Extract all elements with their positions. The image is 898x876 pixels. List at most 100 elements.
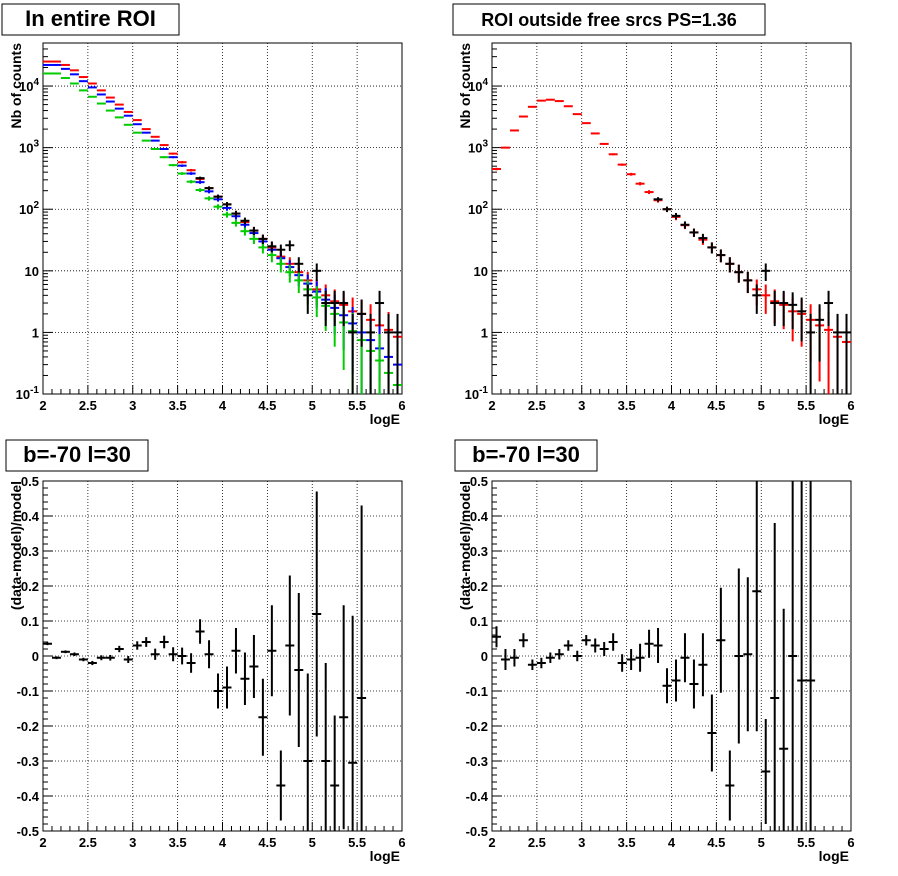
data-point bbox=[114, 107, 124, 110]
data-point bbox=[105, 100, 115, 103]
y-tick-label: 104 bbox=[468, 77, 488, 94]
data-point bbox=[204, 196, 214, 201]
data-point bbox=[761, 284, 771, 314]
data-point bbox=[258, 678, 268, 756]
data-point bbox=[500, 649, 510, 670]
data-point bbox=[105, 96, 115, 99]
data-point bbox=[500, 146, 510, 149]
data-point bbox=[222, 666, 232, 709]
data-point bbox=[680, 221, 690, 229]
data-point bbox=[195, 180, 205, 184]
data-point bbox=[123, 114, 133, 117]
data-point bbox=[788, 481, 798, 831]
data-point bbox=[303, 673, 313, 831]
y-axis-label: (data-model)/model bbox=[457, 481, 473, 610]
data-point bbox=[393, 313, 402, 394]
data-point bbox=[96, 655, 106, 661]
data-point bbox=[797, 481, 807, 831]
data-point bbox=[608, 633, 618, 651]
series-1 bbox=[492, 481, 816, 831]
x-tick-label: 4 bbox=[219, 835, 227, 850]
data-point bbox=[581, 635, 591, 646]
data-point bbox=[195, 188, 205, 192]
data-point bbox=[357, 505, 367, 831]
data-point bbox=[518, 115, 528, 118]
data-point bbox=[303, 284, 313, 314]
data-point bbox=[51, 656, 61, 660]
data-point bbox=[626, 649, 636, 670]
data-point bbox=[339, 290, 349, 327]
data-point bbox=[527, 105, 537, 108]
data-point bbox=[159, 156, 169, 159]
data-point bbox=[276, 750, 286, 821]
x-tick-label: 2 bbox=[488, 398, 495, 413]
y-tick-label: 10-1 bbox=[16, 385, 40, 402]
x-axis-label: logE bbox=[370, 848, 400, 864]
y-tick-label: 0.2 bbox=[21, 579, 39, 594]
data-point bbox=[653, 197, 663, 202]
y-tick-label: -0.3 bbox=[466, 754, 488, 769]
y-tick-label: 1 bbox=[481, 325, 488, 340]
data-point bbox=[384, 313, 394, 394]
x-tick-label: 2.5 bbox=[79, 835, 97, 850]
data-point bbox=[195, 176, 205, 180]
data-point bbox=[626, 172, 636, 176]
x-tick-label: 4 bbox=[668, 835, 676, 850]
data-point bbox=[671, 213, 681, 220]
y-tick-label: -0.3 bbox=[17, 754, 39, 769]
y-tick-label: -0.1 bbox=[466, 684, 488, 699]
y-tick-label: 0.5 bbox=[21, 474, 39, 489]
data-point bbox=[339, 605, 349, 830]
y-tick-label: -0.4 bbox=[17, 789, 40, 804]
y-tick-label: 103 bbox=[19, 139, 39, 156]
data-point bbox=[716, 249, 726, 263]
x-tick-label: 3.5 bbox=[618, 398, 636, 413]
y-axis-label: (data-model)/model bbox=[8, 481, 24, 610]
data-point bbox=[132, 131, 142, 134]
x-tick-label: 5.5 bbox=[348, 835, 366, 850]
data-point bbox=[222, 202, 232, 207]
data-point bbox=[249, 226, 259, 235]
y-tick-label: 0.2 bbox=[470, 579, 488, 594]
data-point bbox=[689, 659, 699, 709]
y-tick-label: 0.1 bbox=[470, 614, 488, 629]
data-point bbox=[770, 523, 780, 831]
data-point bbox=[599, 642, 609, 656]
data-point bbox=[743, 577, 753, 732]
y-tick-label: 103 bbox=[468, 139, 488, 156]
data-point bbox=[554, 649, 564, 660]
y-tick-label: 0.4 bbox=[470, 509, 489, 524]
data-point bbox=[132, 119, 142, 122]
data-point bbox=[168, 156, 178, 159]
data-point bbox=[842, 313, 851, 394]
x-tick-label: 3.5 bbox=[169, 398, 187, 413]
data-point bbox=[707, 242, 717, 254]
data-point bbox=[357, 299, 367, 347]
x-tick-label: 5.5 bbox=[797, 398, 815, 413]
data-point bbox=[321, 663, 331, 831]
data-point bbox=[806, 313, 816, 394]
data-point bbox=[150, 139, 160, 142]
title-box bbox=[454, 439, 598, 472]
data-point bbox=[195, 619, 205, 644]
data-point bbox=[698, 233, 708, 244]
data-point bbox=[150, 148, 160, 151]
y-axis-label: Nb of counts bbox=[457, 43, 473, 129]
x-tick-label: 3.5 bbox=[618, 835, 636, 850]
data-point bbox=[231, 210, 241, 217]
x-tick-label: 5.5 bbox=[797, 835, 815, 850]
y-tick-label: 102 bbox=[468, 200, 488, 217]
title-box bbox=[452, 3, 766, 36]
data-point bbox=[518, 633, 528, 648]
data-point bbox=[204, 189, 214, 194]
y-axis-label: Nb of counts bbox=[8, 43, 24, 129]
data-point bbox=[285, 575, 295, 716]
data-point bbox=[186, 172, 196, 175]
data-point bbox=[815, 304, 825, 362]
data-point bbox=[653, 628, 663, 663]
x-tick-label: 2 bbox=[39, 835, 46, 850]
x-tick-label: 5 bbox=[309, 835, 316, 850]
x-tick-label: 5 bbox=[758, 835, 765, 850]
data-point bbox=[141, 131, 151, 134]
x-tick-label: 3 bbox=[578, 398, 585, 413]
